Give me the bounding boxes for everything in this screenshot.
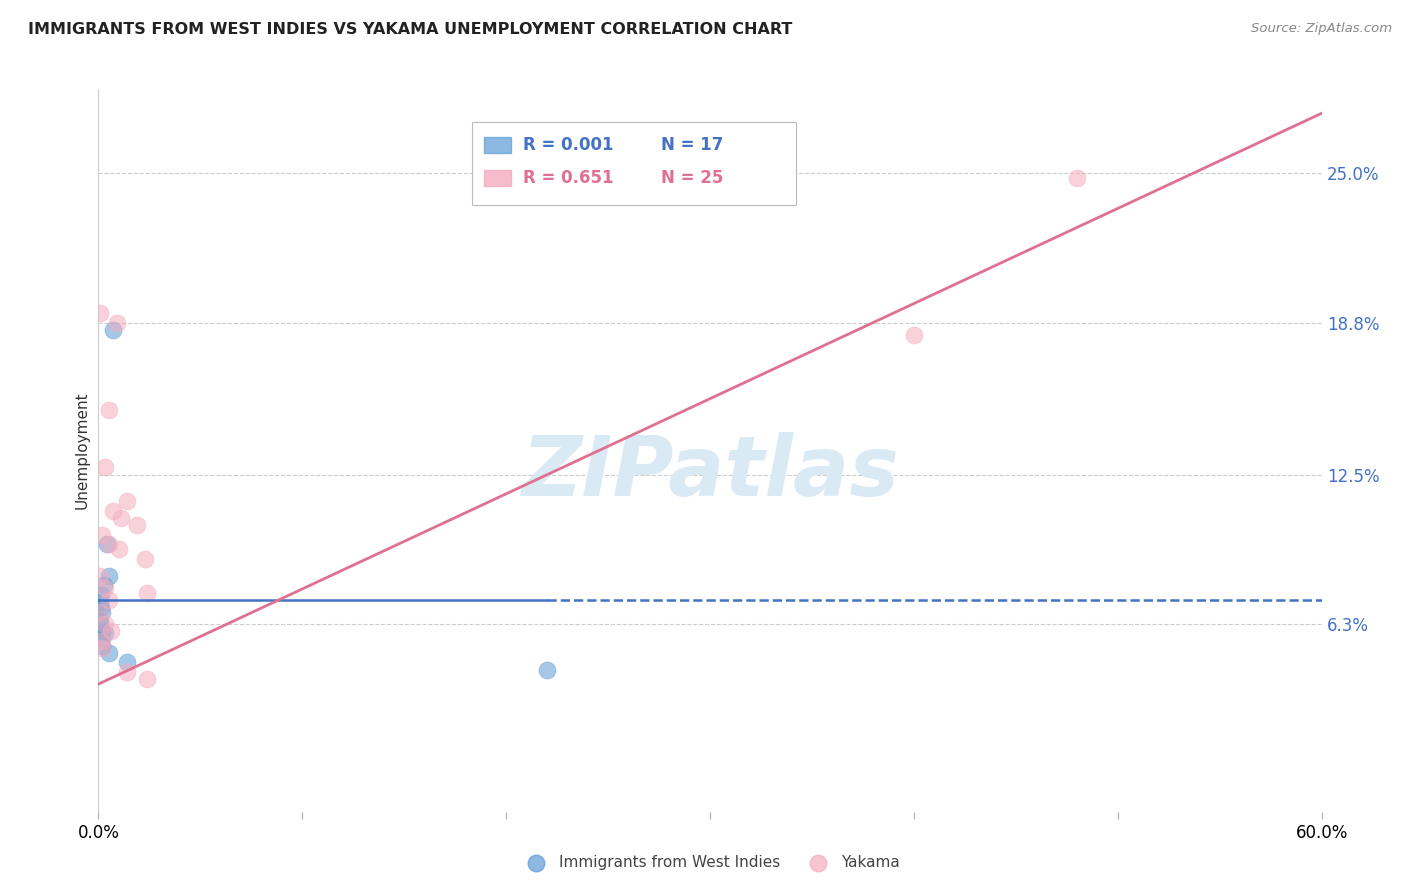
Text: N = 25: N = 25 — [661, 169, 724, 187]
Point — [91, 639, 114, 653]
Point — [97, 568, 120, 582]
Point — [89, 595, 111, 609]
Point — [97, 646, 120, 660]
Bar — [484, 136, 510, 153]
Point — [90, 588, 112, 602]
Y-axis label: Unemployment: Unemployment — [75, 392, 90, 509]
FancyBboxPatch shape — [471, 121, 796, 205]
Point — [536, 663, 558, 677]
Text: ZIPatlas: ZIPatlas — [522, 432, 898, 513]
Point — [89, 306, 111, 320]
Point — [115, 665, 138, 679]
Point — [91, 633, 114, 648]
Point — [91, 624, 114, 639]
Point — [136, 673, 159, 687]
Point — [90, 599, 112, 614]
Point — [101, 323, 124, 337]
Point — [108, 542, 131, 557]
Point — [89, 605, 111, 619]
Point — [134, 551, 156, 566]
Text: Source: ZipAtlas.com: Source: ZipAtlas.com — [1251, 22, 1392, 36]
Point — [136, 585, 159, 599]
Point — [127, 518, 149, 533]
Point — [101, 503, 124, 517]
Point — [115, 494, 138, 508]
Point — [90, 632, 112, 646]
Point — [93, 616, 115, 631]
Point — [96, 537, 118, 551]
Point — [115, 656, 138, 670]
Text: N = 17: N = 17 — [661, 136, 724, 153]
Point — [91, 605, 114, 619]
Point — [89, 619, 111, 633]
Point — [93, 460, 115, 475]
Point — [903, 327, 925, 342]
Bar — [484, 170, 510, 186]
Text: R = 0.651: R = 0.651 — [523, 169, 613, 187]
Point — [100, 624, 122, 639]
Point — [97, 402, 120, 417]
Point — [97, 537, 120, 551]
Point — [91, 527, 114, 541]
Point — [93, 578, 115, 592]
Point — [93, 581, 115, 595]
Point — [91, 640, 114, 655]
Point — [105, 316, 128, 330]
Point — [89, 615, 111, 629]
Point — [1066, 171, 1088, 186]
Point — [89, 568, 111, 582]
Legend: Immigrants from West Indies, Yakama: Immigrants from West Indies, Yakama — [515, 849, 905, 876]
Text: IMMIGRANTS FROM WEST INDIES VS YAKAMA UNEMPLOYMENT CORRELATION CHART: IMMIGRANTS FROM WEST INDIES VS YAKAMA UN… — [28, 22, 793, 37]
Point — [110, 511, 132, 525]
Text: R = 0.001: R = 0.001 — [523, 136, 613, 153]
Point — [97, 592, 120, 607]
Point — [93, 626, 115, 640]
